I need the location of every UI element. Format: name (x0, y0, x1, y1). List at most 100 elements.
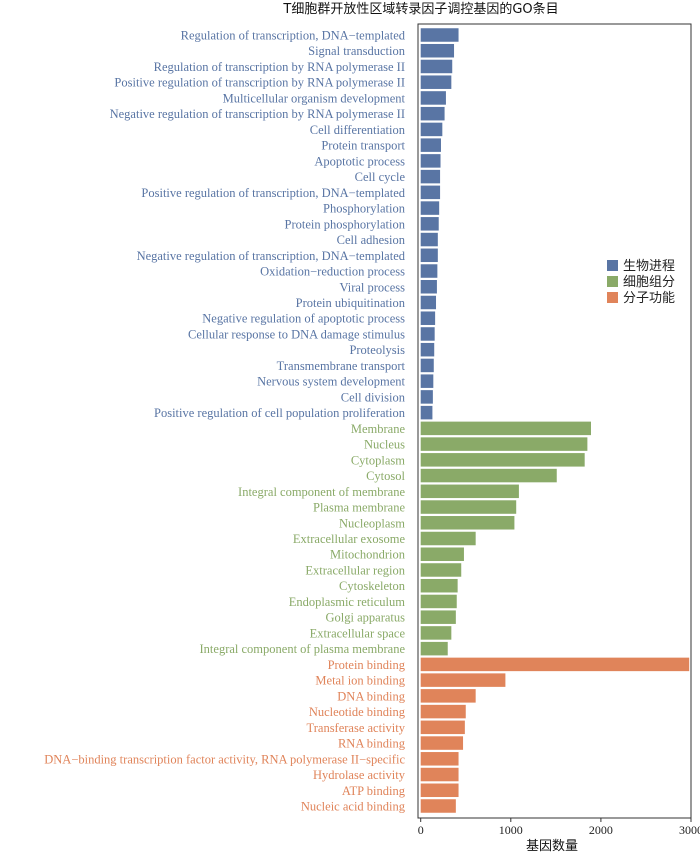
category-label: Oxidation−reduction process (260, 265, 405, 279)
bar (420, 657, 690, 672)
bar (420, 689, 476, 703)
x-tick-label: 1000 (499, 823, 523, 837)
bar (420, 59, 453, 74)
bar (420, 201, 440, 215)
bar (420, 405, 433, 420)
bar (420, 342, 435, 357)
bar (420, 154, 441, 168)
category-label: Cell cycle (355, 170, 406, 184)
bar (420, 295, 437, 310)
category-label: Nucleic acid binding (301, 800, 406, 814)
bar (420, 783, 459, 798)
category-label: Positive regulation of transcription, DN… (141, 186, 405, 200)
bar (420, 720, 465, 735)
category-label: Apoptotic process (314, 154, 405, 168)
bar (420, 248, 438, 263)
bar (420, 217, 439, 231)
bar (420, 327, 435, 341)
bar (420, 185, 441, 200)
category-label: Nucleotide binding (309, 705, 406, 719)
category-label: Multicellular organism development (223, 91, 406, 105)
bar (420, 484, 519, 499)
category-label: Protein phosphorylation (285, 217, 406, 231)
bar (420, 641, 448, 656)
category-label: DNA−binding transcription factor activit… (44, 752, 405, 766)
category-label: Mitochondrion (330, 548, 406, 562)
category-label: Regulation of transcription, DNA−templat… (181, 29, 406, 43)
category-label: Nucleus (364, 438, 405, 452)
category-label: Cytoskeleton (339, 579, 406, 593)
category-label: Cytoplasm (351, 453, 405, 467)
category-label: Protein ubiquitination (296, 296, 406, 310)
category-label: Transmembrane transport (277, 359, 406, 373)
category-label: Signal transduction (308, 44, 406, 58)
category-label: Negative regulation of transcription by … (110, 107, 405, 121)
x-tick-label: 2000 (589, 823, 613, 837)
bar (420, 673, 506, 687)
legend-label: 细胞组分 (623, 275, 675, 290)
category-label: Extracellular space (310, 626, 406, 640)
bar (420, 578, 458, 593)
category-label: Integral component of membrane (238, 485, 405, 499)
category-label: Integral component of plasma membrane (200, 642, 406, 656)
category-label: ATP binding (342, 784, 406, 798)
category-label: Protein transport (321, 139, 405, 153)
bar (420, 516, 515, 530)
category-label: Cell division (341, 390, 406, 404)
bar (420, 626, 452, 640)
bar (420, 500, 517, 514)
bar (420, 232, 438, 247)
x-axis: 0 1000 2000 3000 (418, 818, 700, 837)
bar (420, 390, 433, 404)
category-label: Nervous system development (257, 375, 405, 389)
category-label: Metal ion binding (315, 674, 405, 688)
bar (420, 610, 456, 624)
legend-swatch (607, 260, 618, 271)
category-label: Negative regulation of transcription, DN… (137, 249, 406, 263)
category-label: Hydrolase activity (313, 768, 406, 782)
category-label: Cellular response to DNA damage stimulus (188, 327, 405, 341)
category-label: Protein binding (328, 658, 406, 672)
category-label: Phosphorylation (323, 202, 406, 216)
bar (420, 280, 437, 294)
category-label: Cytosol (366, 469, 405, 483)
category-label: Extracellular region (305, 563, 405, 577)
chart-title: T细胞群开放性区域转录因子调控基因的GO条目 (282, 1, 558, 17)
bar (420, 736, 464, 750)
bar (420, 28, 459, 42)
x-axis-label: 基因数量 (526, 839, 578, 852)
legend-swatch (607, 292, 618, 303)
bar (420, 122, 443, 137)
bar (420, 421, 591, 436)
bar (420, 437, 588, 451)
category-label: Regulation of transcription by RNA polym… (154, 60, 405, 74)
bar (420, 563, 462, 577)
legend-label: 生物进程 (623, 259, 675, 274)
bar (420, 547, 464, 561)
bar (420, 358, 434, 373)
category-label: Membrane (351, 422, 406, 436)
bar (420, 106, 445, 121)
x-tick-label: 0 (418, 823, 424, 837)
bar (420, 264, 438, 278)
category-label: Golgi apparatus (326, 611, 406, 625)
plot-frame (417, 23, 692, 819)
category-label: Nucleoplasm (339, 516, 405, 530)
bars-group (420, 28, 690, 813)
category-label: Plasma membrane (313, 501, 405, 515)
bar (420, 531, 476, 546)
bar (420, 374, 434, 388)
legend-label: 分子功能 (623, 291, 675, 306)
bar (420, 799, 456, 813)
category-label: Proteolysis (349, 343, 405, 357)
bar (420, 169, 441, 184)
bar (420, 311, 436, 325)
bar (420, 468, 557, 483)
category-label: Transferase activity (307, 721, 406, 735)
category-label: Positive regulation of transcription by … (114, 76, 405, 90)
bar (420, 75, 452, 89)
bar (420, 43, 455, 58)
bar (420, 704, 466, 719)
category-label: Extracellular exosome (293, 532, 406, 546)
